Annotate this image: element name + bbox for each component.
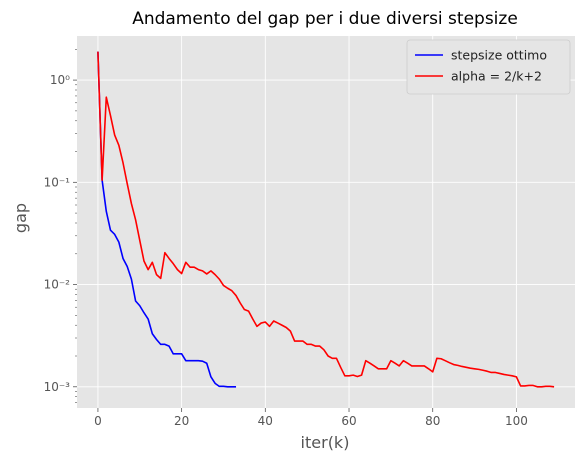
y-axis-label: gap (11, 203, 30, 233)
legend-label-2: alpha = 2/k+2 (451, 69, 542, 84)
legend-label-1: stepsize ottimo (451, 48, 547, 63)
chart-title: Andamento del gap per i due diversi step… (132, 9, 518, 29)
x-tick-label: 20 (174, 414, 189, 428)
x-tick-label: 80 (425, 414, 440, 428)
legend: stepsize ottimo alpha = 2/k+2 (406, 39, 571, 95)
x-tick-label: 0 (94, 414, 102, 428)
x-tick-label: 100 (505, 414, 528, 428)
series-layer (97, 51, 555, 388)
y-tick-label: 10⁰ (50, 73, 70, 87)
legend-box (406, 39, 571, 95)
series-line-2 (97, 51, 555, 388)
x-tick-label: 40 (258, 414, 273, 428)
y-tick-label: 10⁻³ (44, 380, 71, 394)
y-tick-label: 10⁻² (44, 278, 71, 292)
x-tick-label: 60 (341, 414, 356, 428)
y-tick-label: 10⁻¹ (44, 175, 71, 189)
x-axis-label: iter(k) (301, 433, 350, 452)
plot-background (77, 36, 575, 408)
y-axis-ticks: 10⁻³ 10⁻² 10⁻¹ 10⁰ (44, 73, 77, 394)
series-line-1 (97, 51, 237, 388)
minor-ticks (75, 49, 77, 403)
x-axis-ticks: 0 20 40 60 80 100 (94, 408, 528, 428)
